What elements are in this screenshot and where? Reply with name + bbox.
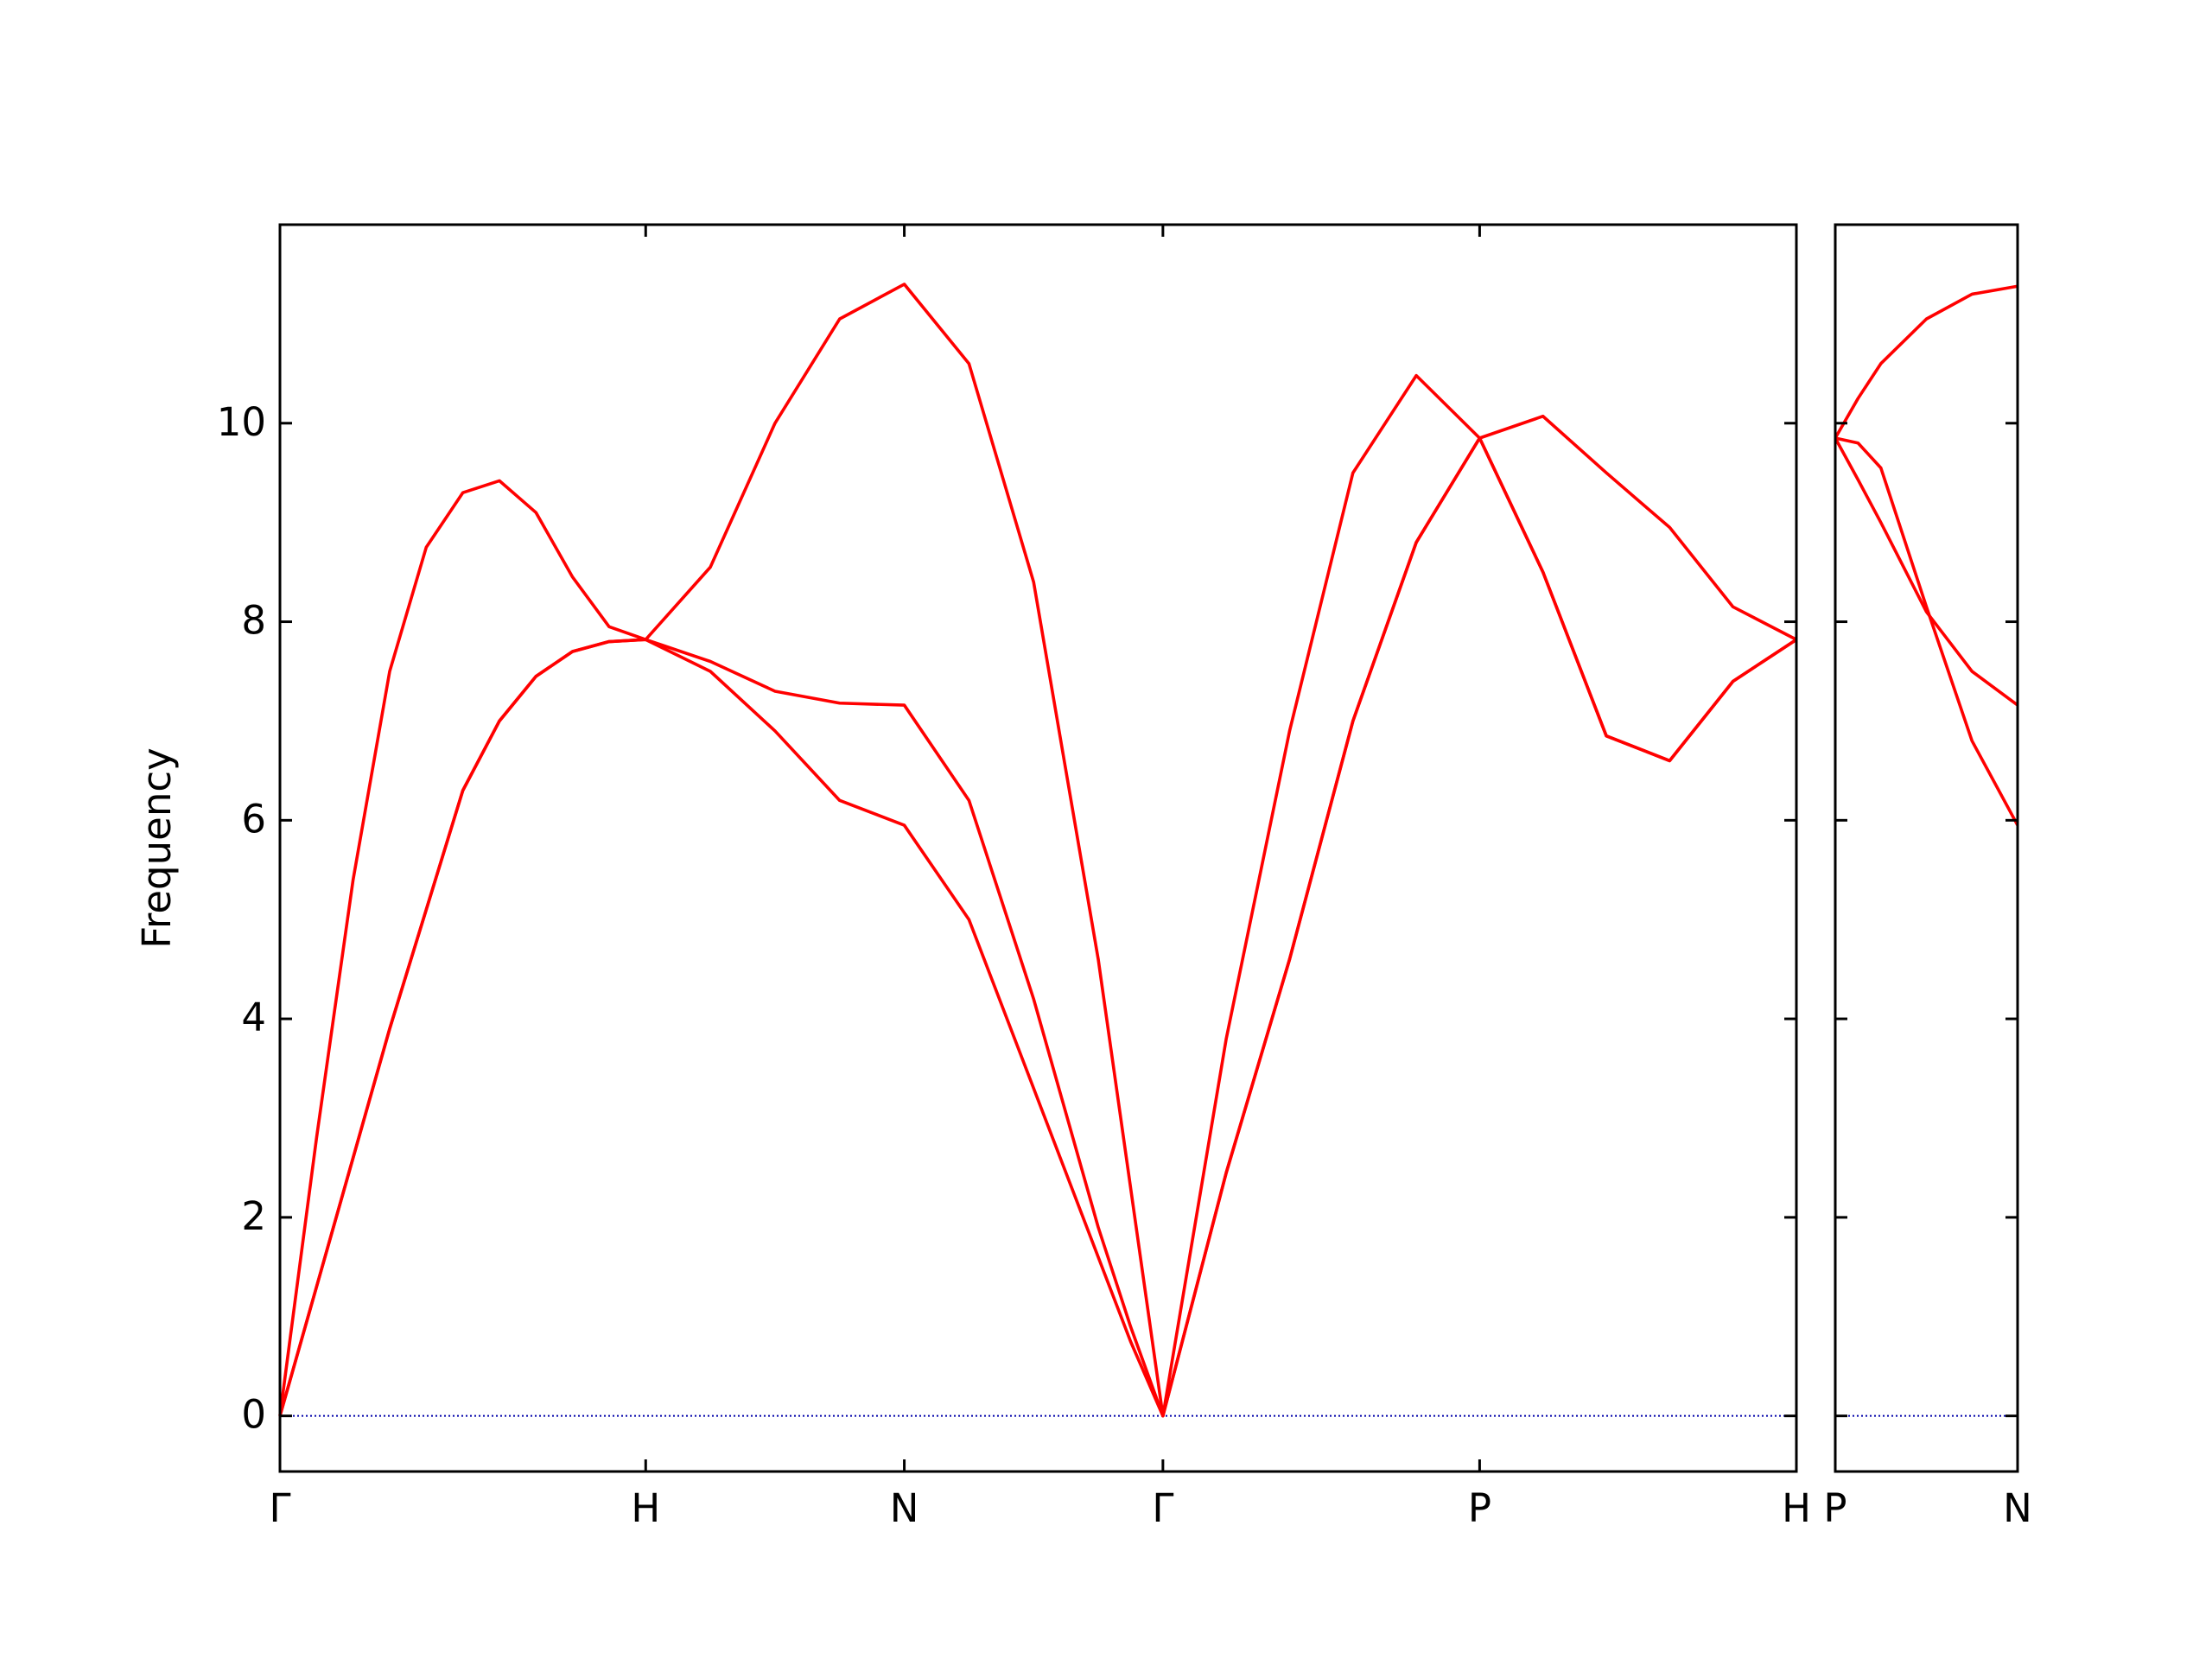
plot-frame bbox=[278, 223, 1798, 1473]
y-tick-label: 8 bbox=[241, 598, 266, 644]
x-tick-label: N bbox=[890, 1485, 919, 1531]
y-tick-label: 2 bbox=[241, 1193, 266, 1239]
x-tick-label: Γ bbox=[269, 1485, 290, 1531]
y-tick-label: 0 bbox=[241, 1392, 266, 1438]
band-line bbox=[278, 283, 1797, 1418]
y-tick-label: 6 bbox=[241, 796, 266, 842]
y-tick-label: 4 bbox=[241, 995, 266, 1040]
x-tick-label: P bbox=[1468, 1485, 1491, 1531]
band-line bbox=[1834, 284, 2018, 439]
y-axis-label: Frequency bbox=[134, 747, 180, 948]
plot-frame bbox=[1834, 223, 2019, 1473]
x-tick-label: N bbox=[2003, 1485, 2032, 1531]
x-tick-label: P bbox=[1823, 1485, 1847, 1531]
x-tick-label: H bbox=[1782, 1485, 1811, 1531]
band-line bbox=[1834, 437, 2019, 707]
band-line bbox=[278, 436, 1797, 1418]
x-tick-label: H bbox=[631, 1485, 660, 1531]
y-tick-label: 10 bbox=[217, 399, 266, 445]
band-line bbox=[1834, 436, 2019, 826]
x-tick-label: Γ bbox=[1152, 1485, 1173, 1531]
band-line bbox=[278, 436, 1797, 1418]
